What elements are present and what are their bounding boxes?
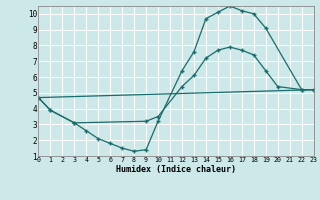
X-axis label: Humidex (Indice chaleur): Humidex (Indice chaleur) xyxy=(116,165,236,174)
